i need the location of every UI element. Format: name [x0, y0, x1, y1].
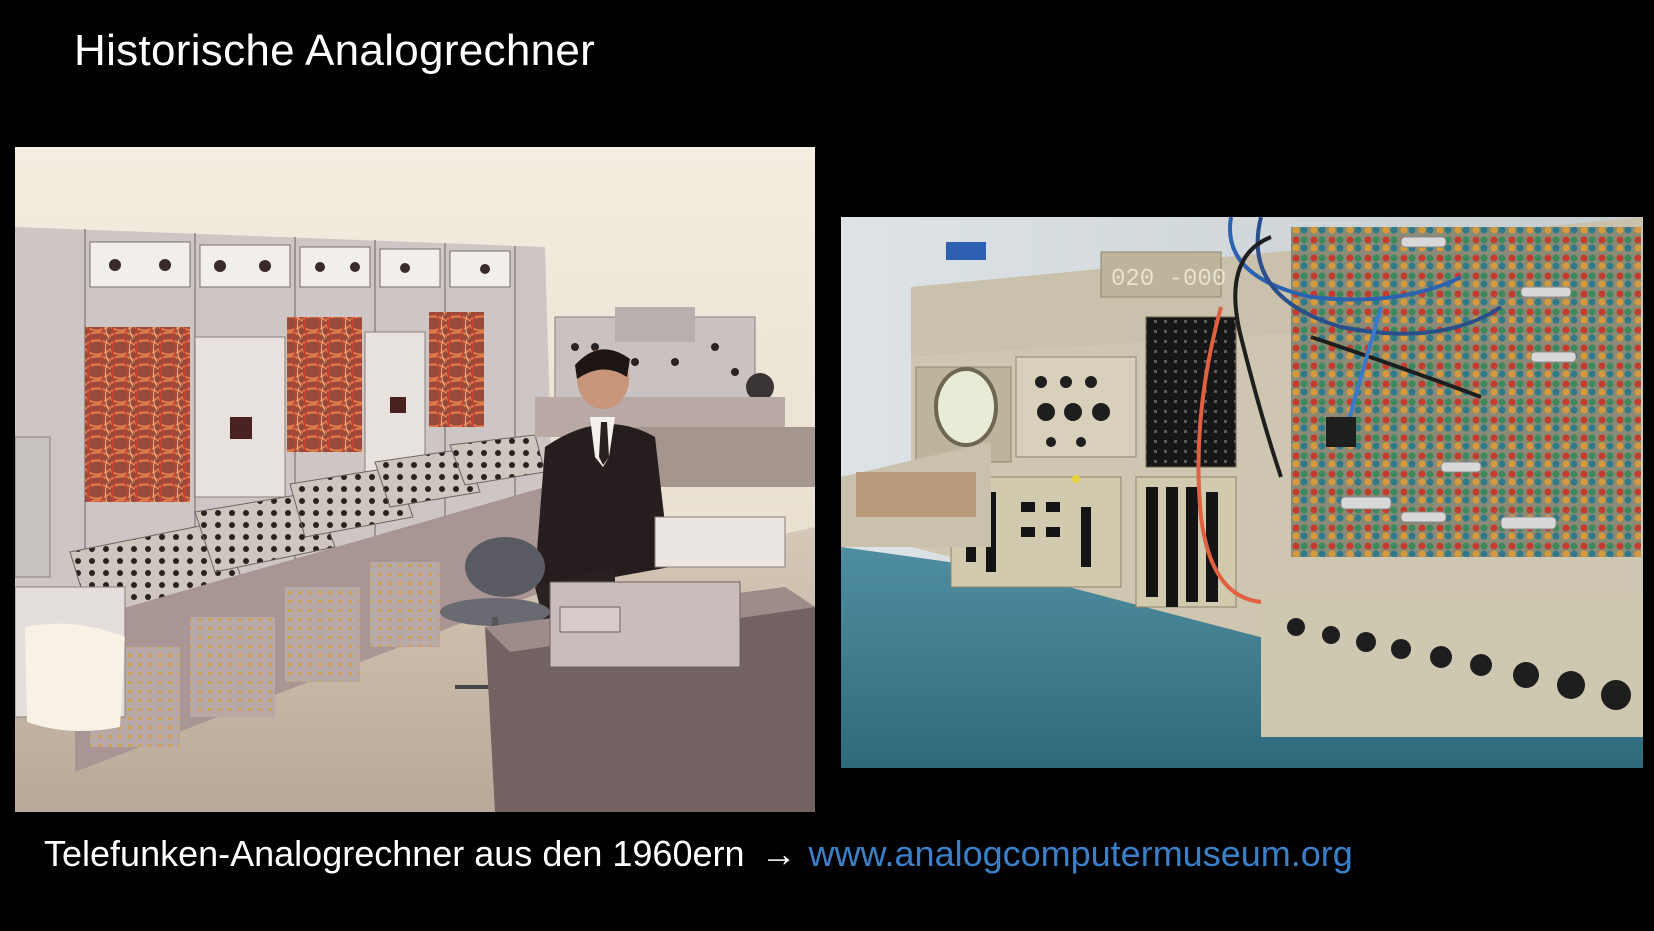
- arrow-right-icon: →: [760, 833, 797, 874]
- analog-computer-room-photo: [15, 147, 815, 812]
- slide-title: Historische Analogrechner: [74, 26, 596, 75]
- svg-text:020 -000: 020 -000: [1111, 266, 1226, 293]
- museum-link[interactable]: www.analogcomputermuseum.org: [808, 833, 1353, 874]
- caption-text: Telefunken-Analogrechner aus den 1960ern: [44, 833, 745, 874]
- image-caption: Telefunken-Analogrechner aus den 1960ern…: [44, 833, 1353, 875]
- analog-computer-patch-panel-photo: 020 -000: [841, 217, 1643, 768]
